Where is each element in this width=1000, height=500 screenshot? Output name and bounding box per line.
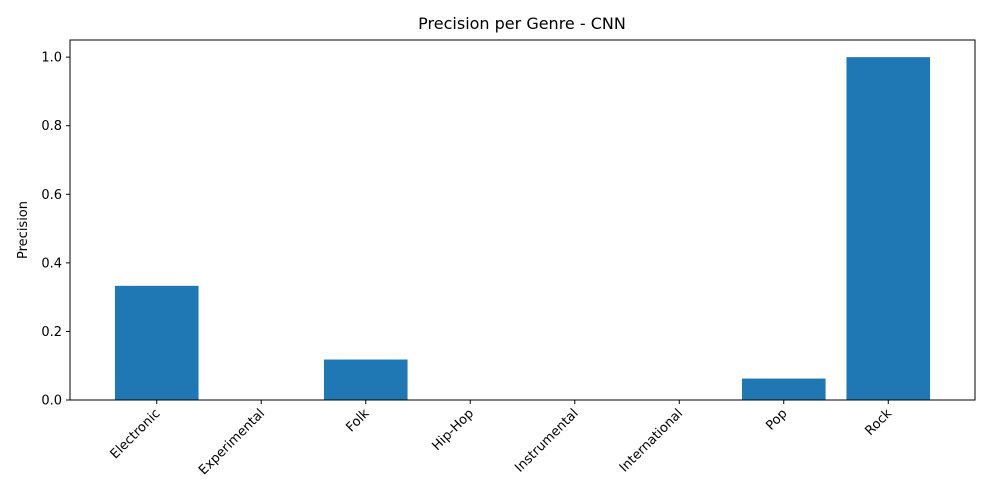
bar-electronic [114,285,199,400]
plot-frame [69,39,976,401]
y-tick-label: 0.4 [41,256,62,271]
x-tick-label: Electronic [108,406,164,462]
y-axis-label: Precision [16,201,31,259]
bar-folk [323,359,408,400]
x-tick-label: Folk [344,406,373,435]
x-tick-label: Experimental [196,406,268,478]
y-tick-label: 1.0 [41,51,62,66]
bar-rock [846,57,931,401]
x-ticks-group: Electronic Experimental Folk Hip-Hop Instrum… [108,400,896,478]
x-tick-label: Pop [763,406,790,433]
y-ticks-group: 0.0 0.2 0.4 0.6 0.8 1.0 [41,51,70,409]
chart-title: Precision per Genre - CNN [418,14,626,33]
x-tick-label: Hip-Hop [429,406,477,454]
y-tick-label: 0.8 [41,119,62,134]
y-tick-label: 0.0 [41,394,62,409]
y-tick-label: 0.2 [41,325,62,340]
x-tick-label: Instrumental [512,406,581,475]
y-tick-label: 0.6 [41,188,62,203]
x-tick-label: Rock [863,406,896,439]
bar-pop [741,378,826,400]
x-tick-label: International [617,406,686,475]
bars-group [114,57,931,401]
